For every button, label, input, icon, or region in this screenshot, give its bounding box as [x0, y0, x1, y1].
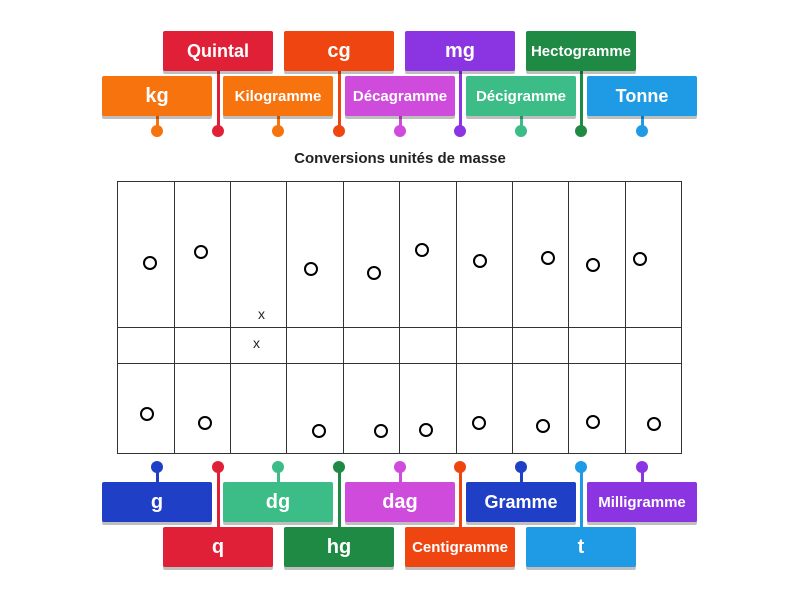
pin-line	[217, 71, 220, 131]
pin-line	[277, 116, 280, 131]
pin-line	[399, 116, 402, 131]
pin-dot	[515, 125, 527, 137]
table-divider	[399, 181, 400, 454]
draggable-label-dag[interactable]: dag	[345, 482, 455, 522]
draggable-label-g[interactable]: g	[102, 482, 212, 522]
draggable-label-gramme[interactable]: Gramme	[466, 482, 576, 522]
draggable-label-t[interactable]: t	[526, 527, 636, 567]
draggable-label-kilogramme[interactable]: Kilogramme	[223, 76, 333, 116]
pin-dot	[394, 461, 406, 473]
pin-dot	[575, 461, 587, 473]
pin-line	[399, 467, 402, 482]
draggable-label-decagramme[interactable]: Décagramme	[345, 76, 455, 116]
pin-dot	[454, 461, 466, 473]
draggable-label-kg[interactable]: kg	[102, 76, 212, 116]
pin-line	[156, 467, 159, 482]
drop-target[interactable]	[312, 424, 326, 438]
draggable-label-mg[interactable]: mg	[405, 31, 515, 71]
pin-dot	[333, 461, 345, 473]
pin-line	[520, 116, 523, 131]
pin-dot	[212, 461, 224, 473]
draggable-label-hectogramme[interactable]: Hectogramme	[526, 31, 636, 71]
drop-target[interactable]	[536, 419, 550, 433]
drop-target[interactable]	[143, 256, 157, 270]
pin-dot	[212, 125, 224, 137]
drop-target[interactable]	[374, 424, 388, 438]
drop-target[interactable]	[140, 407, 154, 421]
cross-mark: x	[253, 335, 260, 351]
drop-target[interactable]	[367, 266, 381, 280]
pin-line	[338, 467, 341, 527]
pin-dot	[151, 461, 163, 473]
drop-target[interactable]	[198, 416, 212, 430]
pin-line	[338, 71, 341, 131]
draggable-label-quintal[interactable]: Quintal	[163, 31, 273, 71]
pin-dot	[333, 125, 345, 137]
draggable-label-hg[interactable]: hg	[284, 527, 394, 567]
draggable-label-tonne[interactable]: Tonne	[587, 76, 697, 116]
pin-dot	[636, 125, 648, 137]
pin-line	[641, 467, 644, 482]
pin-dot	[575, 125, 587, 137]
table-divider	[568, 181, 569, 454]
pin-line	[277, 467, 280, 482]
pin-dot	[454, 125, 466, 137]
drop-target[interactable]	[472, 416, 486, 430]
table-divider	[512, 181, 513, 454]
drop-target[interactable]	[304, 262, 318, 276]
drop-target[interactable]	[194, 245, 208, 259]
table-divider	[230, 181, 231, 454]
table-divider	[456, 181, 457, 454]
pin-line	[217, 467, 220, 527]
table-divider	[343, 181, 344, 454]
pin-line	[520, 467, 523, 482]
draggable-label-q[interactable]: q	[163, 527, 273, 567]
drop-target[interactable]	[647, 417, 661, 431]
draggable-label-cg[interactable]: cg	[284, 31, 394, 71]
drop-target[interactable]	[415, 243, 429, 257]
drop-target[interactable]	[633, 252, 647, 266]
pin-dot	[151, 125, 163, 137]
draggable-label-centigramme[interactable]: Centigramme	[405, 527, 515, 567]
pin-line	[580, 467, 583, 527]
pin-line	[580, 71, 583, 131]
pin-dot	[272, 461, 284, 473]
drop-target[interactable]	[473, 254, 487, 268]
pin-dot	[636, 461, 648, 473]
drop-target[interactable]	[541, 251, 555, 265]
pin-dot	[394, 125, 406, 137]
draggable-label-milligramme[interactable]: Milligramme	[587, 482, 697, 522]
page-title: Conversions unités de masse	[294, 150, 506, 167]
drop-target[interactable]	[586, 258, 600, 272]
draggable-label-decigramme[interactable]: Décigramme	[466, 76, 576, 116]
pin-line	[459, 71, 462, 131]
table-divider	[625, 181, 626, 454]
pin-line	[641, 116, 644, 131]
drop-target[interactable]	[586, 415, 600, 429]
pin-dot	[272, 125, 284, 137]
draggable-label-dg[interactable]: dg	[223, 482, 333, 522]
table-divider	[174, 181, 175, 454]
pin-dot	[515, 461, 527, 473]
pin-line	[156, 116, 159, 131]
drop-target[interactable]	[419, 423, 433, 437]
table-divider	[286, 181, 287, 454]
pin-line	[459, 467, 462, 527]
cross-mark: x	[258, 306, 265, 322]
